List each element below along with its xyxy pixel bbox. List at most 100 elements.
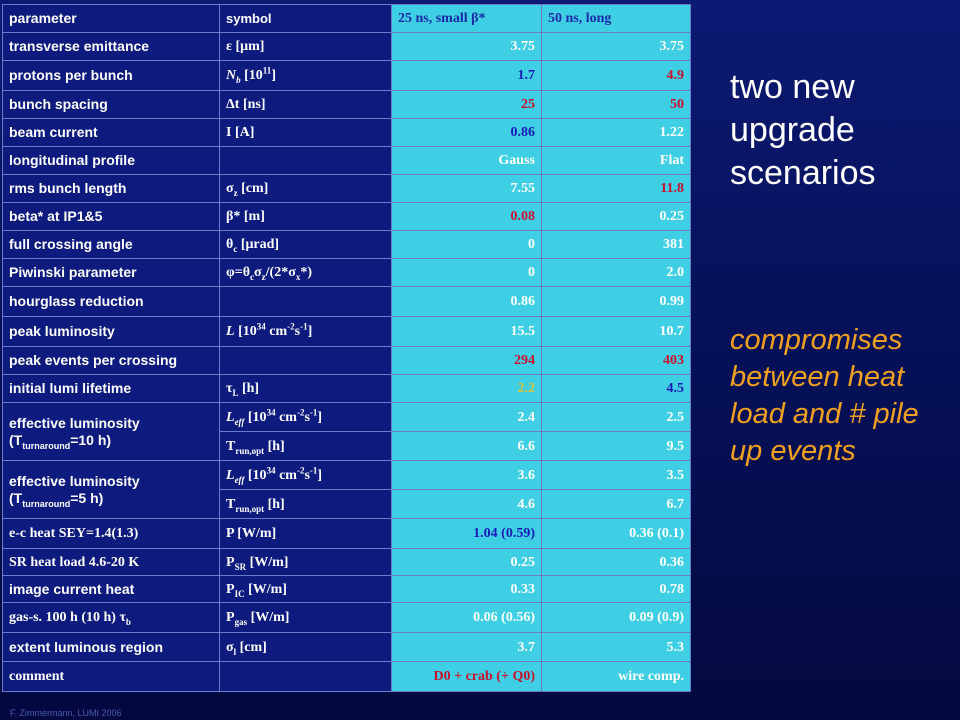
value-25ns: 0.86 — [391, 286, 542, 317]
header-parameter: parameter — [2, 4, 220, 33]
table-row: comment D0 + crab (+ Q0) wire comp. — [2, 661, 691, 692]
value-50ns: wire comp. — [541, 661, 691, 692]
param-cell: beam current — [2, 118, 220, 147]
param-cell: SR heat load 4.6-20 K — [2, 548, 220, 576]
value-50ns: 3.75 — [541, 32, 691, 61]
table-row: peak events per crossing 294 403 — [2, 346, 691, 375]
value-50ns: 10.7 — [541, 316, 691, 347]
value-50ns: 0.09 (0.9) — [541, 602, 691, 633]
table-row: Piwinski parameter φ=θcσz/(2*σx*) 0 2.0 — [2, 258, 691, 287]
table-row: gas-s. 100 h (10 h) τb Pgas [W/m] 0.06 (… — [2, 602, 691, 633]
table-row: protons per bunch Nb [1011] 1.7 4.9 — [2, 60, 691, 91]
param-cell: transverse emittance — [2, 32, 220, 61]
table-row: full crossing angle θc [μrad] 0 381 — [2, 230, 691, 259]
symbol-cell: PIC [W/m] — [219, 575, 392, 603]
side-note: compromises between heat load and # pile… — [730, 324, 919, 467]
value-50ns: 9.5 — [541, 431, 691, 461]
parameter-table: parameter symbol 25 ns, small β* 50 ns, … — [2, 4, 691, 692]
table-row: bunch spacing Δt [ns] 25 50 — [2, 90, 691, 119]
param-cell: gas-s. 100 h (10 h) τb — [2, 602, 220, 633]
table-row: e-c heat SEY=1.4(1.3) P [W/m] 1.04 (0.59… — [2, 518, 691, 549]
symbol-cell: φ=θcσz/(2*σx*) — [219, 258, 392, 287]
value-50ns: 1.22 — [541, 118, 691, 147]
table-row: effective luminosity (Tturnaround=5 h) Le… — [2, 460, 691, 519]
value-50ns: 2.5 — [541, 402, 691, 432]
value-25ns: 1.7 — [391, 60, 542, 91]
value-50ns: 0.99 — [541, 286, 691, 317]
param-cell: image current heat — [2, 575, 220, 603]
table-row: Trun,opt [h] 4.6 6.7 — [3, 489, 691, 519]
symbol-cell: σl [cm] — [219, 632, 392, 662]
value-50ns: 5.3 — [541, 632, 691, 662]
value-25ns: 0.25 — [391, 548, 542, 576]
table-row: SR heat load 4.6-20 K PSR [W/m] 0.25 0.3… — [2, 548, 691, 576]
symbol-cell: Leff [1034 cm-2s-1] — [219, 460, 392, 490]
table-row: beta* at IP1&5 β* [m] 0.08 0.25 — [2, 202, 691, 231]
value-25ns: 0.08 — [391, 202, 542, 231]
value-50ns: 3.5 — [541, 460, 691, 490]
value-50ns: Flat — [541, 146, 691, 175]
value-25ns: D0 + crab (+ Q0) — [391, 661, 542, 692]
header-row: parameter symbol 25 ns, small β* 50 ns, … — [2, 4, 691, 33]
value-25ns: 25 — [391, 90, 542, 119]
symbol-cell — [219, 346, 392, 375]
param-cell: e-c heat SEY=1.4(1.3) — [2, 518, 220, 549]
symbol-cell: ε [μm] — [219, 32, 392, 61]
value-25ns: 294 — [391, 346, 542, 375]
param-cell: initial lumi lifetime — [2, 374, 220, 403]
symbol-cell: β* [m] — [219, 202, 392, 231]
value-25ns: 0.06 (0.56) — [391, 602, 542, 633]
table-row: longitudinal profile Gauss Flat — [2, 146, 691, 175]
symbol-cell: I [A] — [219, 118, 392, 147]
value-50ns: 0.36 — [541, 548, 691, 576]
symbol-cell: Nb [1011] — [219, 60, 392, 91]
value-25ns: 3.7 — [391, 632, 542, 662]
value-25ns: 2.4 — [391, 402, 542, 432]
table-row: hourglass reduction 0.86 0.99 — [2, 286, 691, 317]
value-50ns: 4.5 — [541, 374, 691, 403]
table-row: peak luminosity L [1034 cm-2s-1] 15.5 10… — [2, 316, 691, 347]
symbol-cell: Δt [ns] — [219, 90, 392, 119]
side-title: two new upgrade scenarios — [730, 68, 876, 192]
symbol-cell: P [W/m] — [219, 518, 392, 549]
param-cell: effective luminosity (Tturnaround=5 h) — [2, 460, 220, 519]
value-50ns: 4.9 — [541, 60, 691, 91]
value-25ns: 4.6 — [391, 489, 542, 519]
value-50ns: 6.7 — [541, 489, 691, 519]
symbol-cell: Leff [1034 cm-2s-1] — [219, 402, 392, 432]
value-25ns: 0.33 — [391, 575, 542, 603]
param-cell: bunch spacing — [2, 90, 220, 119]
table-row: beam current I [A] 0.86 1.22 — [2, 118, 691, 147]
value-50ns: 381 — [541, 230, 691, 259]
footer-credit: F. Zimmermann, LUMI 2006 — [10, 708, 122, 718]
symbol-cell: L [1034 cm-2s-1] — [219, 316, 392, 347]
value-25ns: 0 — [391, 230, 542, 259]
param-cell: rms bunch length — [2, 174, 220, 203]
value-25ns: 6.6 — [391, 431, 542, 461]
param-cell: longitudinal profile — [2, 146, 220, 175]
value-50ns: 0.25 — [541, 202, 691, 231]
param-cell: protons per bunch — [2, 60, 220, 91]
table-row: initial lumi lifetime τL [h] 2.2 4.5 — [2, 374, 691, 403]
value-50ns: 50 — [541, 90, 691, 119]
value-25ns: 3.75 — [391, 32, 542, 61]
table-row: effective luminosity (Tturnaround=10 h) L… — [2, 402, 691, 461]
value-25ns: 7.55 — [391, 174, 542, 203]
symbol-cell: Trun,opt [h] — [219, 431, 392, 461]
value-25ns: 3.6 — [391, 460, 542, 490]
param-cell: hourglass reduction — [2, 286, 220, 317]
symbol-cell: σz [cm] — [219, 174, 392, 203]
table-row: rms bunch length σz [cm] 7.55 11.8 — [2, 174, 691, 203]
symbol-cell — [219, 146, 392, 175]
param-cell: peak luminosity — [2, 316, 220, 347]
value-25ns: 0.86 — [391, 118, 542, 147]
param-cell: effective luminosity (Tturnaround=10 h) — [2, 402, 220, 461]
symbol-cell: Trun,opt [h] — [219, 489, 392, 519]
value-50ns: 11.8 — [541, 174, 691, 203]
header-symbol: symbol — [219, 4, 392, 33]
param-cell: Piwinski parameter — [2, 258, 220, 287]
param-cell: comment — [2, 661, 220, 692]
symbol-cell — [219, 661, 392, 692]
table-row: image current heat PIC [W/m] 0.33 0.78 — [2, 575, 691, 603]
symbol-cell: PSR [W/m] — [219, 548, 392, 576]
